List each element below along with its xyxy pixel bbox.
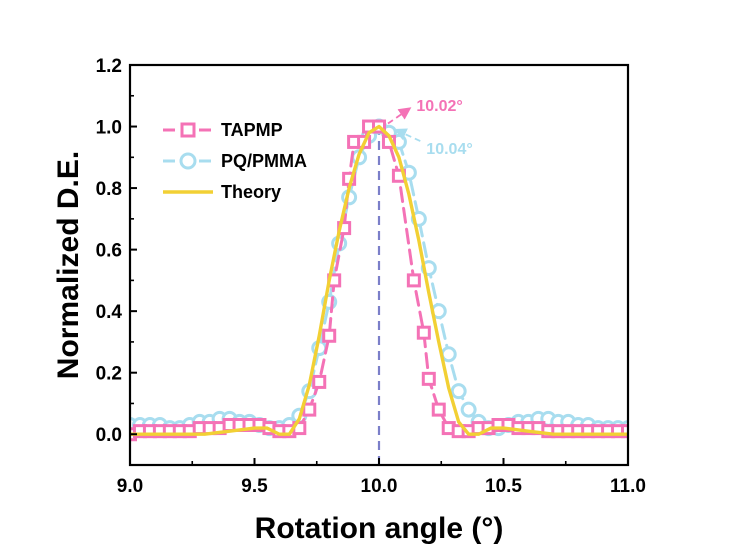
annotation-arrow [387,107,412,125]
plot-area [130,118,628,465]
annotations: 10.02° 10.04° [387,98,473,158]
annotation-label: 10.04° [426,141,472,158]
data-point [621,424,628,439]
data-point [416,325,431,340]
y-tick-label: 0.2 [96,364,122,385]
data-point [312,374,327,389]
legend: TAPMP PQ/PMMA Theory [163,120,307,202]
data-point [431,402,446,417]
annotation-label: 10.02° [416,98,462,115]
x-tick-label: 9.5 [241,476,268,497]
data-point [302,402,317,417]
y-tick-label: 0.4 [96,302,123,323]
y-tick-label: 0.8 [96,179,122,200]
y-axis-label: Normalized D.E. [52,151,85,379]
legend-label: TAPMP [221,120,283,140]
y-tick-label: 0.0 [96,425,122,446]
series-line [130,124,628,436]
data-point [421,371,436,386]
y-tick-label: 0.6 [96,241,122,262]
x-axis: 9.0 9.5 10.0 10.5 11.0 [117,458,646,497]
data-point [450,383,467,400]
annotation-arrow [393,128,421,142]
y-axis: 0.0 0.2 0.4 0.6 0.8 1.0 1.2 [96,56,137,446]
data-point [406,273,421,288]
x-axis-label: Rotation angle (°) [255,512,504,545]
x-tick-label: 10.0 [361,476,398,497]
legend-item: TAPMP [163,120,283,140]
data-point [440,346,457,363]
legend-item: PQ/PMMA [163,151,307,171]
legend-item: Theory [163,182,281,202]
x-tick-label: 10.5 [485,476,522,497]
x-tick-label: 9.0 [117,476,143,497]
series-theory [130,124,628,436]
legend-label: Theory [221,182,281,202]
y-tick-label: 1.2 [96,56,122,77]
legend-swatch-marker [179,152,197,170]
data-point [322,328,337,343]
data-point [460,401,477,418]
y-tick-label: 1.0 [96,118,122,139]
legend-label: PQ/PMMA [221,151,307,171]
legend-swatch-marker [180,122,196,138]
x-tick-label: 11.0 [610,476,646,497]
